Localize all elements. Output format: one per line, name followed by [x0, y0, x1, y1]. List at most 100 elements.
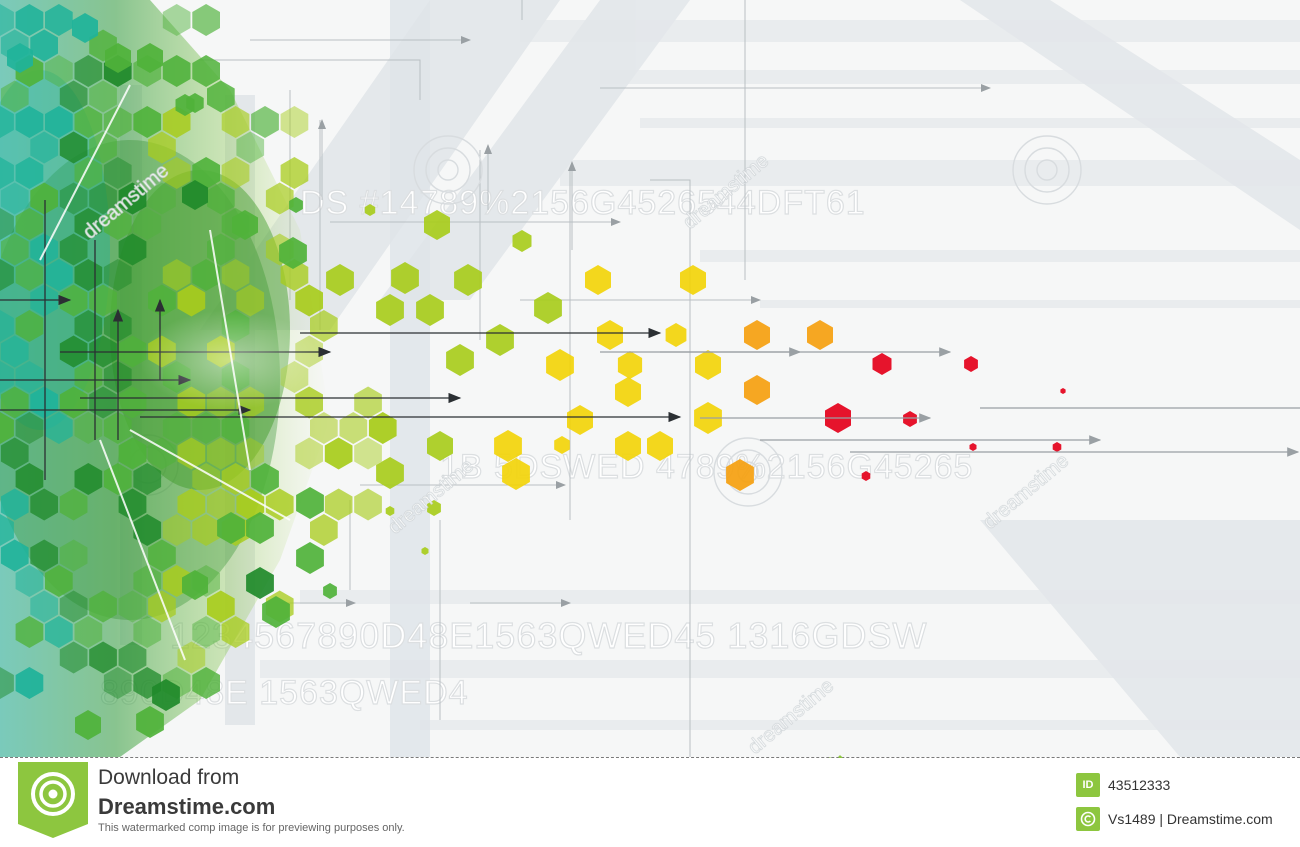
hexagon	[726, 459, 754, 491]
hexagon	[74, 616, 103, 648]
hexagon	[585, 265, 611, 295]
site-link[interactable]: Dreamstime.com	[98, 794, 276, 819]
hexagon	[148, 539, 176, 572]
hexagon	[617, 351, 643, 379]
hexagon	[103, 667, 132, 699]
hexagon	[421, 547, 429, 555]
hexagon	[192, 4, 220, 36]
hexagon	[0, 437, 29, 470]
hexagon	[207, 80, 235, 113]
hexagon	[0, 80, 29, 113]
hexagon	[0, 310, 14, 342]
hexagon	[30, 539, 58, 572]
hexagon	[59, 131, 88, 164]
hexagon	[446, 344, 474, 376]
cut-line	[0, 757, 1300, 758]
grey-arrows	[600, 347, 1300, 457]
hexagon	[695, 350, 721, 380]
hexagon	[324, 488, 353, 521]
hexagon	[872, 353, 892, 375]
hexagon	[103, 259, 132, 291]
hexagon	[744, 320, 770, 350]
hexagon	[680, 265, 706, 295]
hexagon	[192, 667, 220, 699]
hexagon	[246, 567, 274, 599]
hexagon	[15, 565, 44, 597]
hexagon	[310, 310, 338, 342]
hexagon	[0, 361, 14, 393]
hexagon	[15, 361, 44, 393]
hexagon	[137, 43, 163, 73]
hexagon	[192, 412, 220, 444]
hexagon	[969, 443, 977, 451]
hexagon	[177, 284, 206, 317]
hexagon	[162, 55, 191, 87]
hexagon	[30, 590, 58, 623]
hexagon	[310, 412, 338, 444]
hexagon	[427, 500, 441, 516]
hexagon	[903, 411, 917, 427]
id-badge-icon: ID	[1076, 773, 1100, 797]
hexagon	[105, 43, 131, 73]
hexagon	[0, 106, 14, 138]
hexagon	[30, 29, 58, 62]
hexagon	[192, 55, 220, 87]
hexagon	[148, 131, 176, 164]
hexagon	[89, 641, 117, 674]
hexagon	[647, 431, 673, 461]
image-id: 43512333	[1108, 777, 1171, 793]
hexagon	[964, 356, 978, 372]
hexagon	[15, 667, 44, 699]
hexagon	[807, 320, 833, 350]
hexagon	[148, 590, 176, 623]
hexagon	[295, 284, 323, 317]
hexagon	[265, 488, 294, 521]
hexagon	[262, 596, 290, 628]
hexagon	[861, 471, 871, 481]
hexagon	[427, 431, 453, 461]
hexagon	[15, 106, 44, 138]
hexagon	[45, 565, 73, 597]
hexagon	[182, 570, 208, 600]
hexagon	[217, 512, 245, 544]
preview-disclaimer: This watermarked comp image is for previ…	[98, 822, 405, 834]
hexagon	[186, 93, 204, 113]
hexagon	[59, 488, 88, 521]
hexagon	[133, 565, 162, 597]
hexagon	[75, 710, 101, 740]
hexagon	[207, 437, 235, 470]
hexagon	[0, 539, 29, 572]
hexagon	[192, 259, 220, 291]
hexagon	[424, 210, 450, 240]
hexagon	[152, 679, 180, 711]
hexagon	[45, 4, 73, 36]
hexagon	[162, 259, 191, 291]
hexagon	[74, 106, 103, 138]
dreamstime-logo-icon[interactable]	[18, 762, 88, 838]
hexagon	[103, 208, 132, 240]
hexagon	[385, 506, 395, 516]
author-credit[interactable]: Vs1489 | Dreamstime.com	[1108, 811, 1273, 827]
hexagon	[45, 412, 73, 444]
hexagon	[118, 641, 147, 674]
hexagon	[192, 514, 220, 546]
hexagon	[45, 616, 73, 648]
hexagon	[236, 284, 265, 317]
hexagon	[45, 106, 73, 138]
hexagon	[148, 437, 176, 470]
hexagon	[221, 106, 250, 138]
hexagon	[59, 80, 88, 113]
hexagon	[251, 463, 279, 495]
hexagon	[192, 463, 220, 495]
hexagon	[534, 292, 562, 324]
hexagon	[280, 157, 309, 189]
hexagon	[221, 157, 250, 189]
hexagon	[296, 542, 324, 574]
hexagon	[295, 437, 323, 470]
hexagon	[136, 706, 164, 738]
hexagon	[30, 233, 58, 266]
hexagon	[0, 514, 14, 546]
stock-image-artwork: DS #14789%2156G4526544DFT61 1B 5DSWED 47…	[0, 0, 1300, 757]
hexagon	[391, 262, 419, 294]
hexagon	[59, 641, 88, 674]
